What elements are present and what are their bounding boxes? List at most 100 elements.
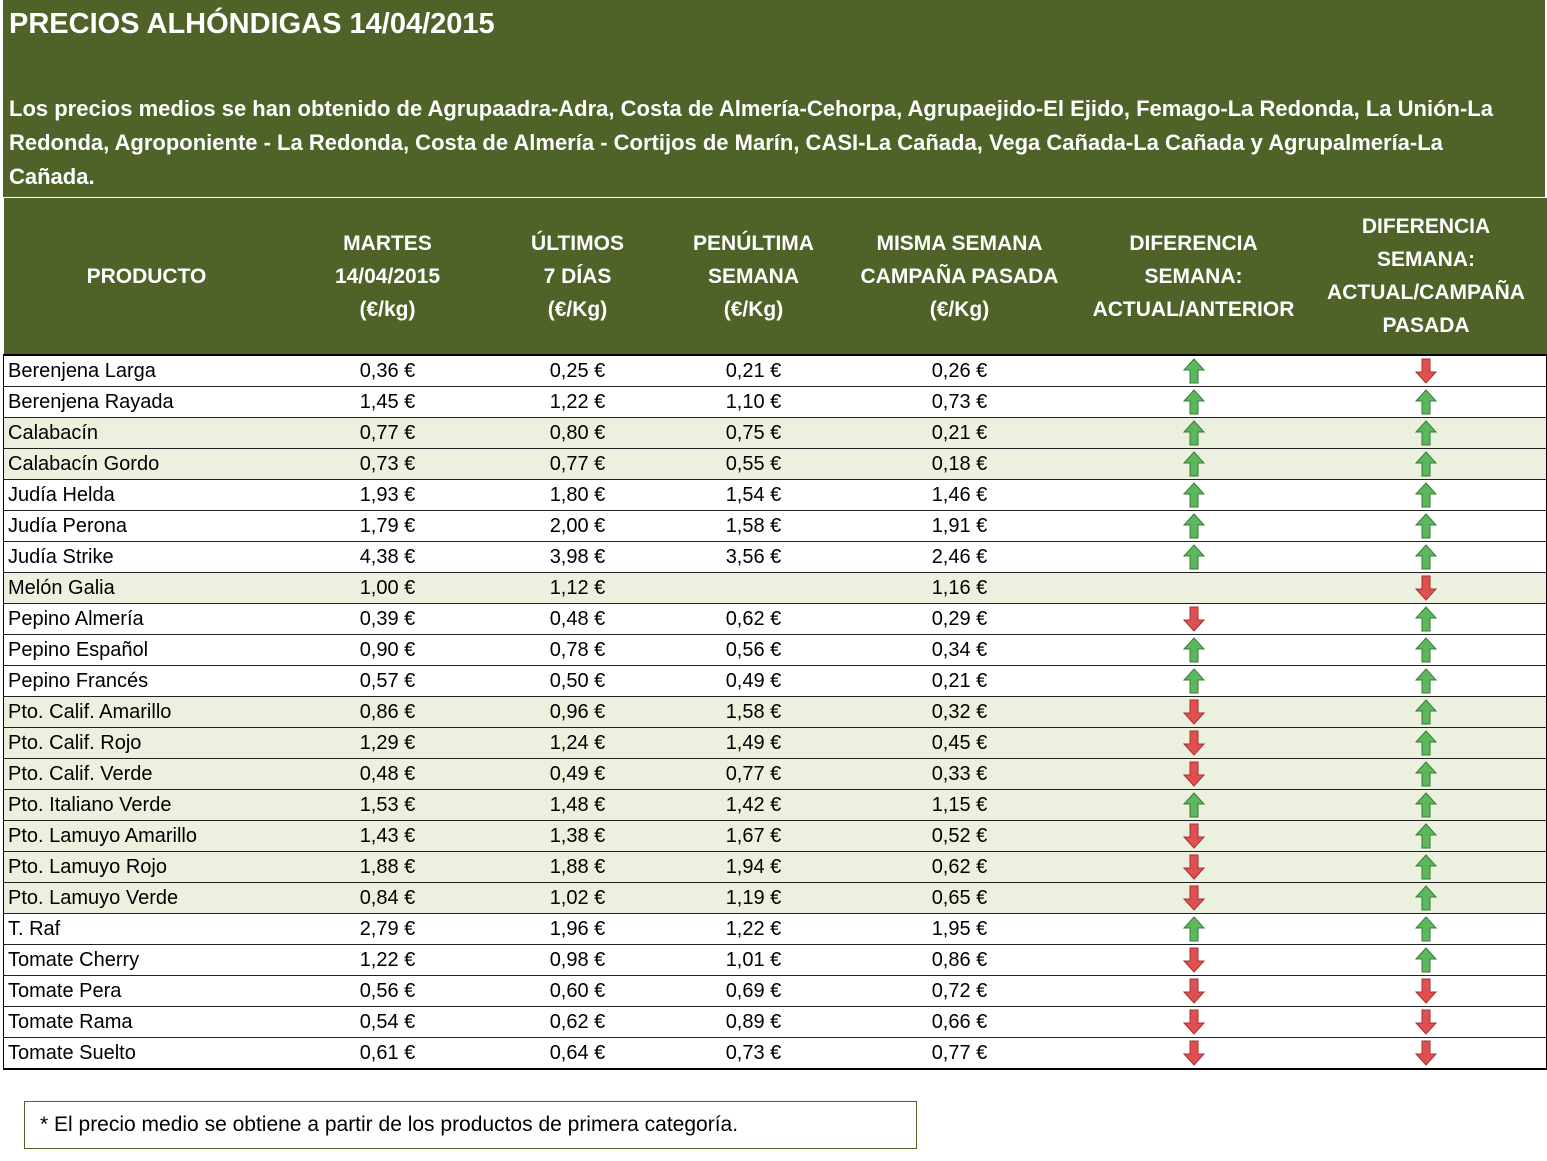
price-cell-misma: 2,46 €: [837, 541, 1082, 573]
arrow-down-icon: [1414, 575, 1437, 601]
arrow-up-icon: [1182, 513, 1205, 539]
table-row: Judía Strike 4,38 €3,98 €3,56 €2,46 €: [3, 541, 1547, 573]
table-row: Berenjena Larga 0,36 €0,25 €0,21 €0,26 €: [3, 355, 1547, 387]
trend-cell-dif_anterior: [1081, 882, 1306, 914]
column-header-line: 14/04/2015: [334, 264, 441, 288]
column-header-line: SEMANA: [707, 264, 799, 288]
price-cell-ultimos: 3,98 €: [485, 541, 670, 573]
price-cell-misma: 0,21 €: [837, 665, 1082, 697]
product-name: Tomate Suelto: [3, 1037, 290, 1070]
column-header-1: MARTES 14/04/2015 (€/kg): [289, 198, 486, 356]
price-cell-misma: 0,52 €: [837, 820, 1082, 852]
arrow-up-icon: [1182, 358, 1205, 384]
product-name: Pepino Español: [3, 634, 290, 666]
column-header-6: DIFERENCIA SEMANA: ACTUAL/CAMPAÑA PASADA: [1305, 198, 1547, 356]
price-cell-ultimos: 1,22 €: [485, 386, 670, 418]
arrow-up-icon: [1182, 544, 1205, 570]
column-header-line: MARTES: [343, 231, 432, 255]
arrow-up-icon: [1414, 916, 1437, 942]
price-cell-ultimos: 0,64 €: [485, 1037, 670, 1070]
table-row: Calabacín 0,77 €0,80 €0,75 €0,21 €: [3, 417, 1547, 449]
column-header-line: 7 DÍAS: [543, 264, 612, 288]
arrow-down-icon: [1414, 1009, 1437, 1035]
column-header-line: PASADA: [1382, 314, 1470, 337]
table-header-row: PRODUCTO MARTES 14/04/2015 (€/kg) ÚLTIMOS 7 D…: [3, 198, 1547, 356]
trend-cell-dif_campana: [1305, 1037, 1547, 1070]
table-row: Pto. Lamuyo Rojo 1,88 €1,88 €1,94 €0,62 €: [3, 851, 1547, 883]
price-cell-ultimos: 2,00 €: [485, 510, 670, 542]
table-row: Pto. Calif. Amarillo 0,86 €0,96 €1,58 €0,…: [3, 696, 1547, 728]
price-cell-ultimos: 1,12 €: [485, 572, 670, 604]
price-cell-ultimos: 1,38 €: [485, 820, 670, 852]
trend-cell-dif_anterior: [1081, 665, 1306, 697]
trend-cell-dif_campana: [1305, 882, 1547, 914]
price-cell-penultima: 0,21 €: [669, 355, 838, 387]
price-cell-misma: 0,66 €: [837, 1006, 1082, 1038]
footnote: * El precio medio se obtiene a partir de…: [24, 1101, 917, 1149]
column-header-line: CAMPAÑA PASADA: [860, 264, 1059, 288]
price-cell-ultimos: 0,48 €: [485, 603, 670, 635]
arrow-up-icon: [1414, 730, 1437, 756]
product-name: Berenjena Larga: [3, 355, 290, 387]
price-cell-penultima: 1,22 €: [669, 913, 838, 945]
trend-cell-dif_campana: [1305, 975, 1547, 1007]
price-cell-penultima: 1,58 €: [669, 696, 838, 728]
price-cell-martes: 0,90 €: [289, 634, 486, 666]
price-cell-martes: 1,43 €: [289, 820, 486, 852]
table-row: Pto. Lamuyo Amarillo 1,43 €1,38 €1,67 €0,…: [3, 820, 1547, 852]
arrow-down-icon: [1182, 823, 1205, 849]
table-row: Pepino Almería 0,39 €0,48 €0,62 €0,29 €: [3, 603, 1547, 635]
page-title: PRECIOS ALHÓNDIGAS 14/04/2015: [9, 8, 495, 40]
column-header-line: SEMANA:: [1144, 264, 1243, 288]
product-name: Pto. Italiano Verde: [3, 789, 290, 821]
column-header-line: (€/Kg): [929, 297, 990, 321]
arrow-down-icon: [1182, 606, 1205, 632]
trend-cell-dif_campana: [1305, 510, 1547, 542]
price-cell-ultimos: 1,48 €: [485, 789, 670, 821]
price-cell-penultima: 0,62 €: [669, 603, 838, 635]
trend-cell-dif_anterior: [1081, 913, 1306, 945]
price-cell-misma: 1,15 €: [837, 789, 1082, 821]
trend-cell-dif_anterior: [1081, 727, 1306, 759]
trend-cell-dif_campana: [1305, 603, 1547, 635]
arrow-up-icon: [1414, 947, 1437, 973]
price-cell-penultima: 3,56 €: [669, 541, 838, 573]
trend-cell-dif_campana: [1305, 789, 1547, 821]
price-cell-martes: 0,57 €: [289, 665, 486, 697]
price-cell-martes: 1,00 €: [289, 572, 486, 604]
column-header-line: MISMA SEMANA: [876, 231, 1043, 255]
price-cell-penultima: 1,49 €: [669, 727, 838, 759]
table-row: Pepino Español 0,90 €0,78 €0,56 €0,34 €: [3, 634, 1547, 666]
price-cell-misma: 0,62 €: [837, 851, 1082, 883]
arrow-up-icon: [1414, 482, 1437, 508]
arrow-up-icon: [1414, 420, 1437, 446]
column-header-0: PRODUCTO: [3, 198, 290, 356]
product-name: Tomate Pera: [3, 975, 290, 1007]
trend-cell-dif_anterior: [1081, 789, 1306, 821]
product-name: Judía Helda: [3, 479, 290, 511]
price-cell-misma: 0,73 €: [837, 386, 1082, 418]
price-cell-martes: 1,93 €: [289, 479, 486, 511]
price-cell-penultima: 1,10 €: [669, 386, 838, 418]
product-name: Calabacín Gordo: [3, 448, 290, 480]
arrow-up-icon: [1414, 513, 1437, 539]
price-cell-penultima: 0,69 €: [669, 975, 838, 1007]
price-cell-misma: 1,95 €: [837, 913, 1082, 945]
column-header-line: ÚLTIMOS: [531, 231, 624, 255]
product-name: Calabacín: [3, 417, 290, 449]
trend-cell-dif_campana: [1305, 479, 1547, 511]
product-name: Pto. Lamuyo Verde: [3, 882, 290, 914]
price-cell-misma: 0,29 €: [837, 603, 1082, 635]
trend-cell-dif_anterior: [1081, 1006, 1306, 1038]
price-cell-ultimos: 1,24 €: [485, 727, 670, 759]
price-cell-ultimos: 0,50 €: [485, 665, 670, 697]
table-row: Pto. Calif. Verde 0,48 €0,49 €0,77 €0,33 …: [3, 758, 1547, 790]
trend-cell-dif_anterior: [1081, 479, 1306, 511]
trend-cell-dif_anterior: [1081, 758, 1306, 790]
price-cell-penultima: [669, 572, 838, 604]
trend-cell-dif_anterior: [1081, 541, 1306, 573]
column-header-line: ACTUAL/CAMPAÑA: [1327, 281, 1525, 304]
price-cell-ultimos: 0,25 €: [485, 355, 670, 387]
trend-cell-dif_campana: [1305, 696, 1547, 728]
column-header-2: ÚLTIMOS 7 DÍAS (€/Kg): [485, 198, 670, 356]
